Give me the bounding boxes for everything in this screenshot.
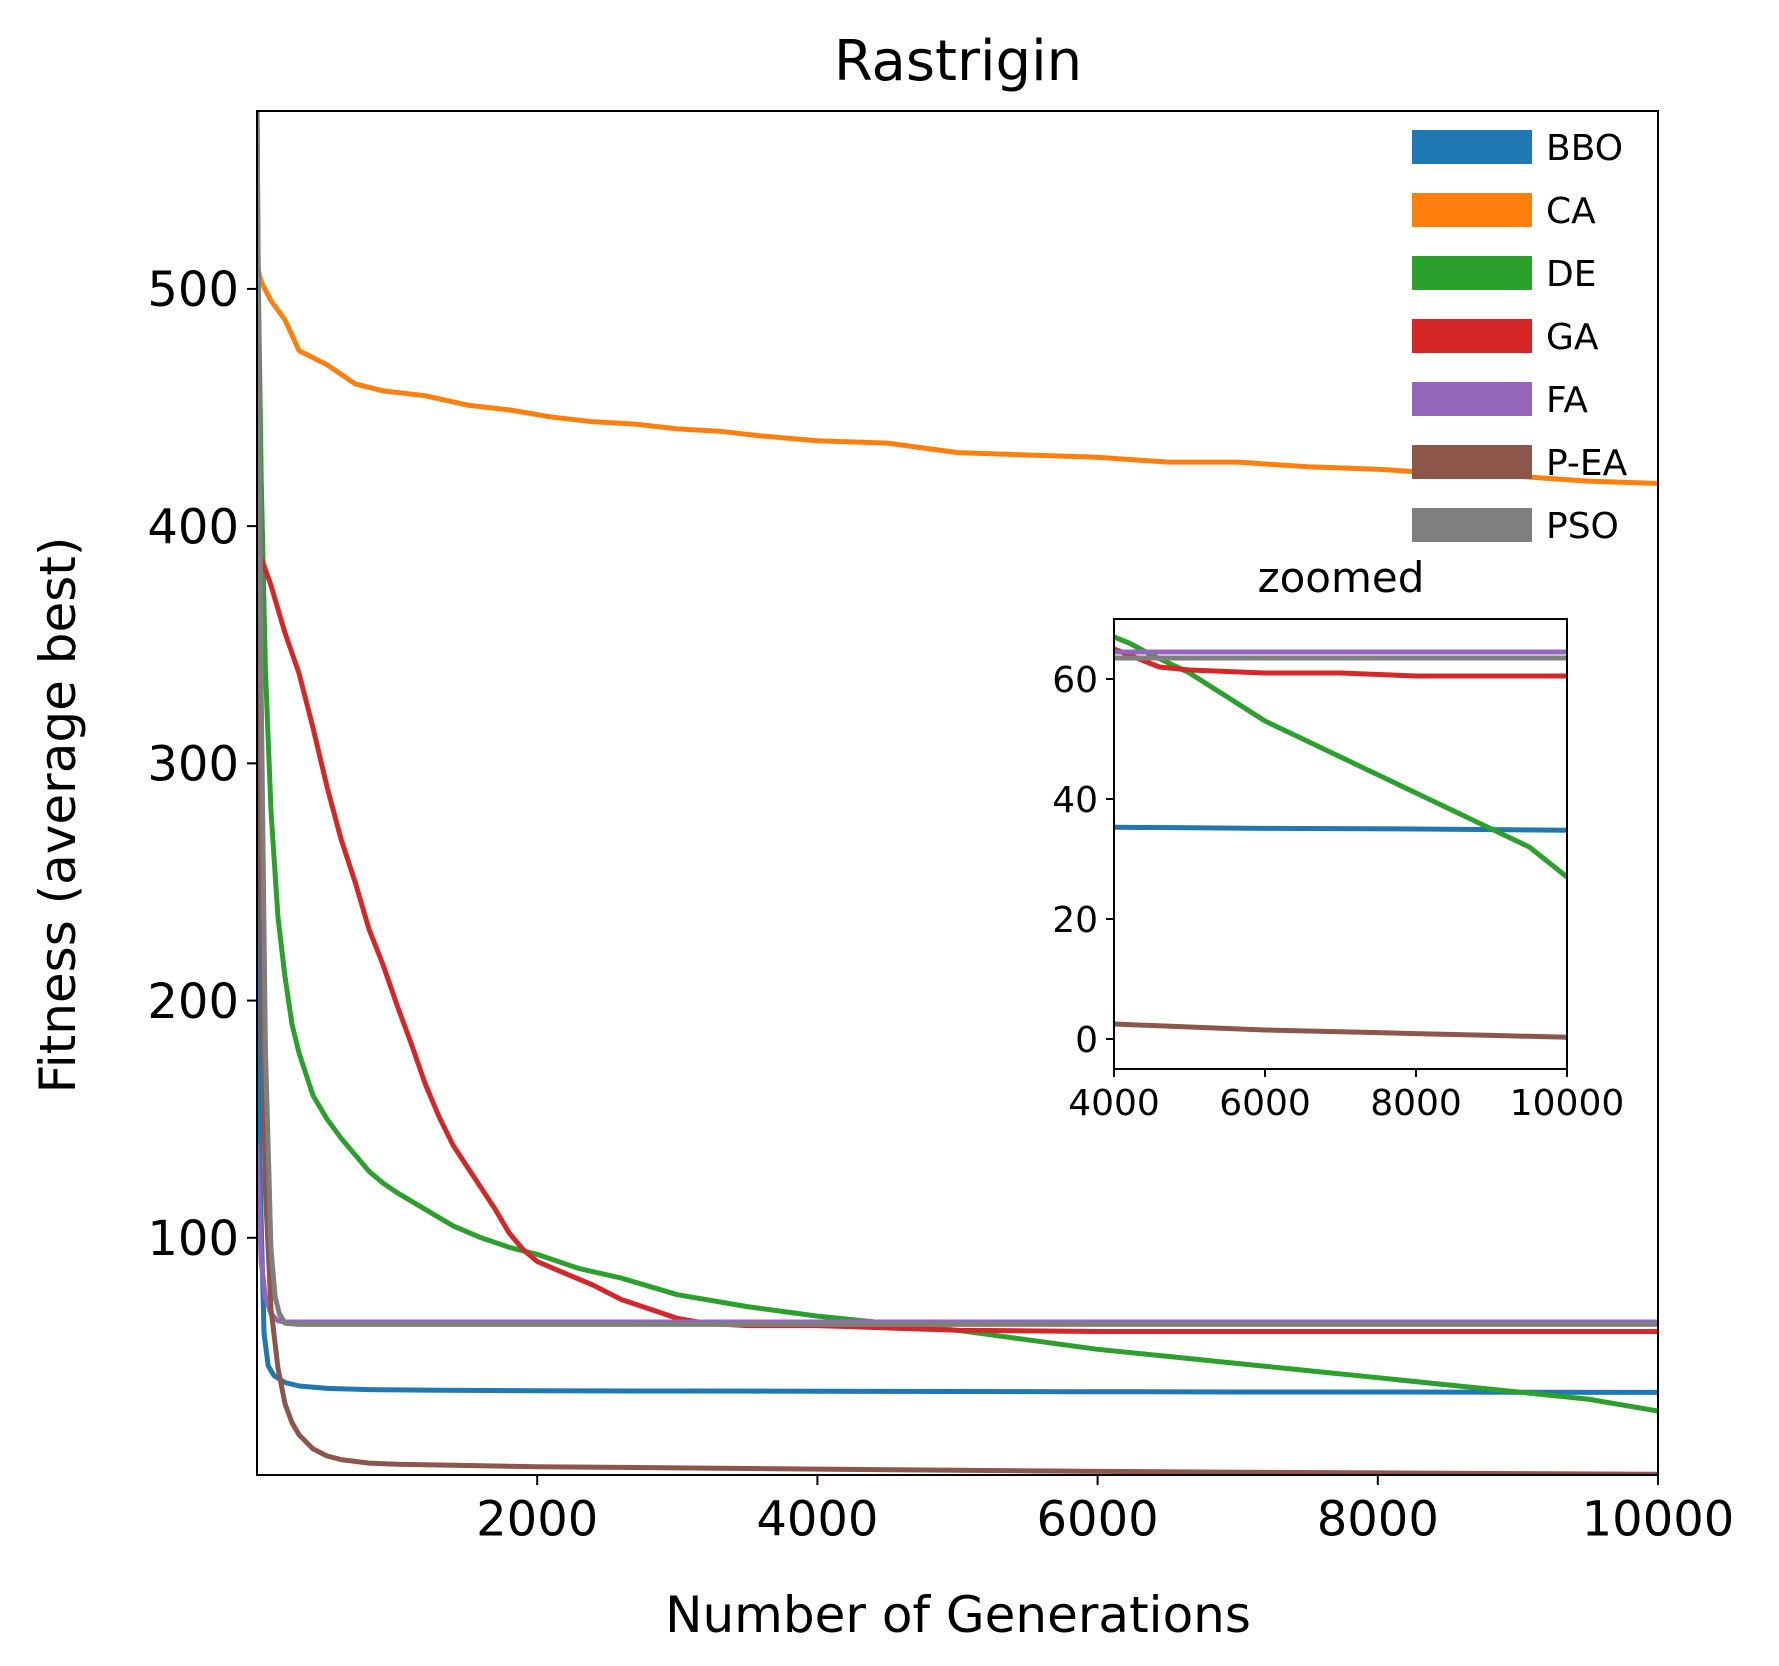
main-series-line-pso bbox=[257, 111, 1658, 1327]
main-x-tick-label: 4000 bbox=[756, 1491, 878, 1547]
legend-label-ca: CA bbox=[1546, 191, 1596, 232]
legend-swatch-bbo bbox=[1412, 130, 1532, 164]
inset-y-tick-label: 0 bbox=[1075, 1020, 1098, 1061]
main-series-line-de bbox=[257, 111, 1658, 1414]
main-y-tick-label: 400 bbox=[147, 499, 239, 555]
x-axis-label: Number of Generations bbox=[665, 1586, 1251, 1644]
inset-title: zoomed bbox=[1258, 553, 1425, 602]
legend-label-p-ea: P-EA bbox=[1546, 443, 1628, 484]
legend-swatch-de bbox=[1412, 256, 1532, 290]
inset-x-tick-label: 10000 bbox=[1510, 1083, 1625, 1124]
legend-swatch-fa bbox=[1412, 382, 1532, 416]
legend-label-pso: PSO bbox=[1546, 506, 1619, 547]
legend-swatch-ga bbox=[1412, 319, 1532, 353]
main-frame bbox=[256, 110, 1659, 1476]
main-y-tick-label: 200 bbox=[147, 974, 239, 1030]
main-x-tick-label: 10000 bbox=[1582, 1491, 1735, 1547]
chart-title: Rastrigin bbox=[834, 29, 1082, 94]
inset-background bbox=[1114, 619, 1567, 1069]
inset-series-line-bbo bbox=[1114, 824, 1567, 833]
inset-x-tick-label: 4000 bbox=[1068, 1083, 1160, 1124]
legend-label-ga: GA bbox=[1546, 317, 1599, 358]
main-series-line-bbo bbox=[257, 111, 1658, 1395]
legend-swatch-pso bbox=[1412, 508, 1532, 542]
main-x-tick-label: 8000 bbox=[1317, 1491, 1439, 1547]
inset-plot-area: 4000 6000 8000 10000 0 20 40 60 bbox=[1052, 618, 1625, 1124]
legend-swatch-ca bbox=[1412, 193, 1532, 227]
inset-y-tick-label: 60 bbox=[1052, 660, 1098, 701]
legend-label-bbo: BBO bbox=[1546, 128, 1623, 169]
inset-y-tick-label: 40 bbox=[1052, 780, 1098, 821]
main-y-tick-label: 100 bbox=[147, 1211, 239, 1267]
inset-series-line-ga bbox=[1114, 646, 1567, 679]
inset-y-tick-label: 20 bbox=[1052, 900, 1098, 941]
main-series-line-ga bbox=[257, 548, 1658, 1334]
main-series-line-ca bbox=[257, 264, 1658, 486]
inset-frame bbox=[1113, 618, 1568, 1070]
legend: BBO CA DE GA FA P-EA PSO bbox=[1412, 128, 1628, 547]
main-y-tick-label: 300 bbox=[147, 737, 239, 793]
inset-series-line-p-ea bbox=[1114, 1021, 1567, 1040]
main-x-tick-label: 6000 bbox=[1037, 1491, 1159, 1547]
legend-label-de: DE bbox=[1546, 254, 1596, 295]
y-axis-label: Fitness (average best) bbox=[29, 537, 87, 1094]
inset-x-tick-label: 6000 bbox=[1219, 1083, 1311, 1124]
legend-swatch-p-ea bbox=[1412, 445, 1532, 479]
legend-label-fa: FA bbox=[1546, 380, 1588, 421]
main-y-tick-label: 500 bbox=[147, 262, 239, 318]
inset-x-tick-label: 8000 bbox=[1370, 1083, 1462, 1124]
main-series-line-p-ea bbox=[257, 111, 1658, 1475]
main-x-tick-label: 2000 bbox=[476, 1491, 598, 1547]
